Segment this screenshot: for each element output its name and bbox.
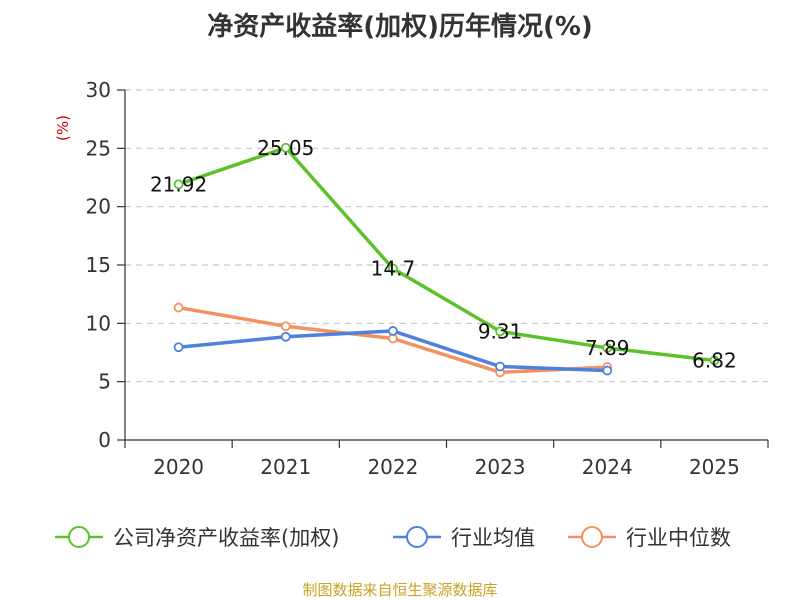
data-label-2025: 6.82 [692,348,737,372]
x-tick-label-2025: 2025 [689,455,740,479]
series-lines [173,142,720,378]
data-labels: 21.92 25.05 14.7 9.31 7.89 6.82 [150,136,737,373]
data-label-2024: 7.89 [585,336,630,360]
y-tick-label-15: 15 [86,253,111,277]
legend: 公司净资产收益率(加权) 行业均值 行业中位数 [55,526,731,550]
data-point-s2-2021 [280,321,291,332]
legend-label-1: 行业均值 [451,526,535,550]
legend-label-0: 公司净资产收益率(加权) [113,526,339,550]
source-note: 制图数据来自恒生聚源数据库 [302,581,497,599]
data-point-s0-2023 [495,326,505,337]
y-tick-label-30: 30 [86,78,111,102]
legend-item-0: 公司净资产收益率(加权) [55,526,339,550]
data-point-s1-2021 [280,331,291,342]
data-label-2021: 25.05 [257,136,314,160]
data-point-s1-2024 [602,365,613,376]
data-point-s1-2023 [495,361,505,372]
data-label-2023: 9.31 [478,319,523,343]
data-point-s1-2022 [388,326,398,336]
y-tick-label-10: 10 [86,311,111,335]
x-tick-label-2024: 2024 [582,455,633,479]
data-point-s2-2020 [173,302,184,313]
data-label-2022: 14.7 [371,257,416,281]
legend-item-1: 行业均值 [393,526,535,550]
data-point-s0-2022 [388,263,398,274]
data-point-s0-2025 [709,355,720,366]
y-tick-label-0: 0 [98,428,111,452]
x-tick-label-2020: 2020 [153,455,204,479]
y-axis-unit-label: (%) [54,115,72,141]
legend-item-2: 行业中位数 [568,526,731,550]
series-line-0 [176,146,717,363]
data-point-s0-2020 [173,179,184,190]
y-tick-label-20: 20 [86,195,111,219]
x-tick-label-2021: 2021 [260,455,311,479]
data-point-s0-2021 [280,142,291,153]
x-tick-label-2023: 2023 [475,455,526,479]
x-tick-label-2022: 2022 [367,455,418,479]
data-point-s0-2024 [602,343,613,353]
legend-label-2: 行业中位数 [626,526,731,550]
grid-lines [125,89,768,383]
y-tick-label-5: 5 [98,370,111,394]
legend-marker-1 [406,526,428,548]
legend-marker-0 [68,526,90,548]
data-point-s1-2020 [173,342,184,353]
chart-title: 净资产收益率(加权)历年情况(%) [207,12,593,42]
y-tick-label-25: 25 [86,136,111,160]
legend-marker-2 [581,526,603,548]
data-label-2020: 21.92 [150,172,207,196]
